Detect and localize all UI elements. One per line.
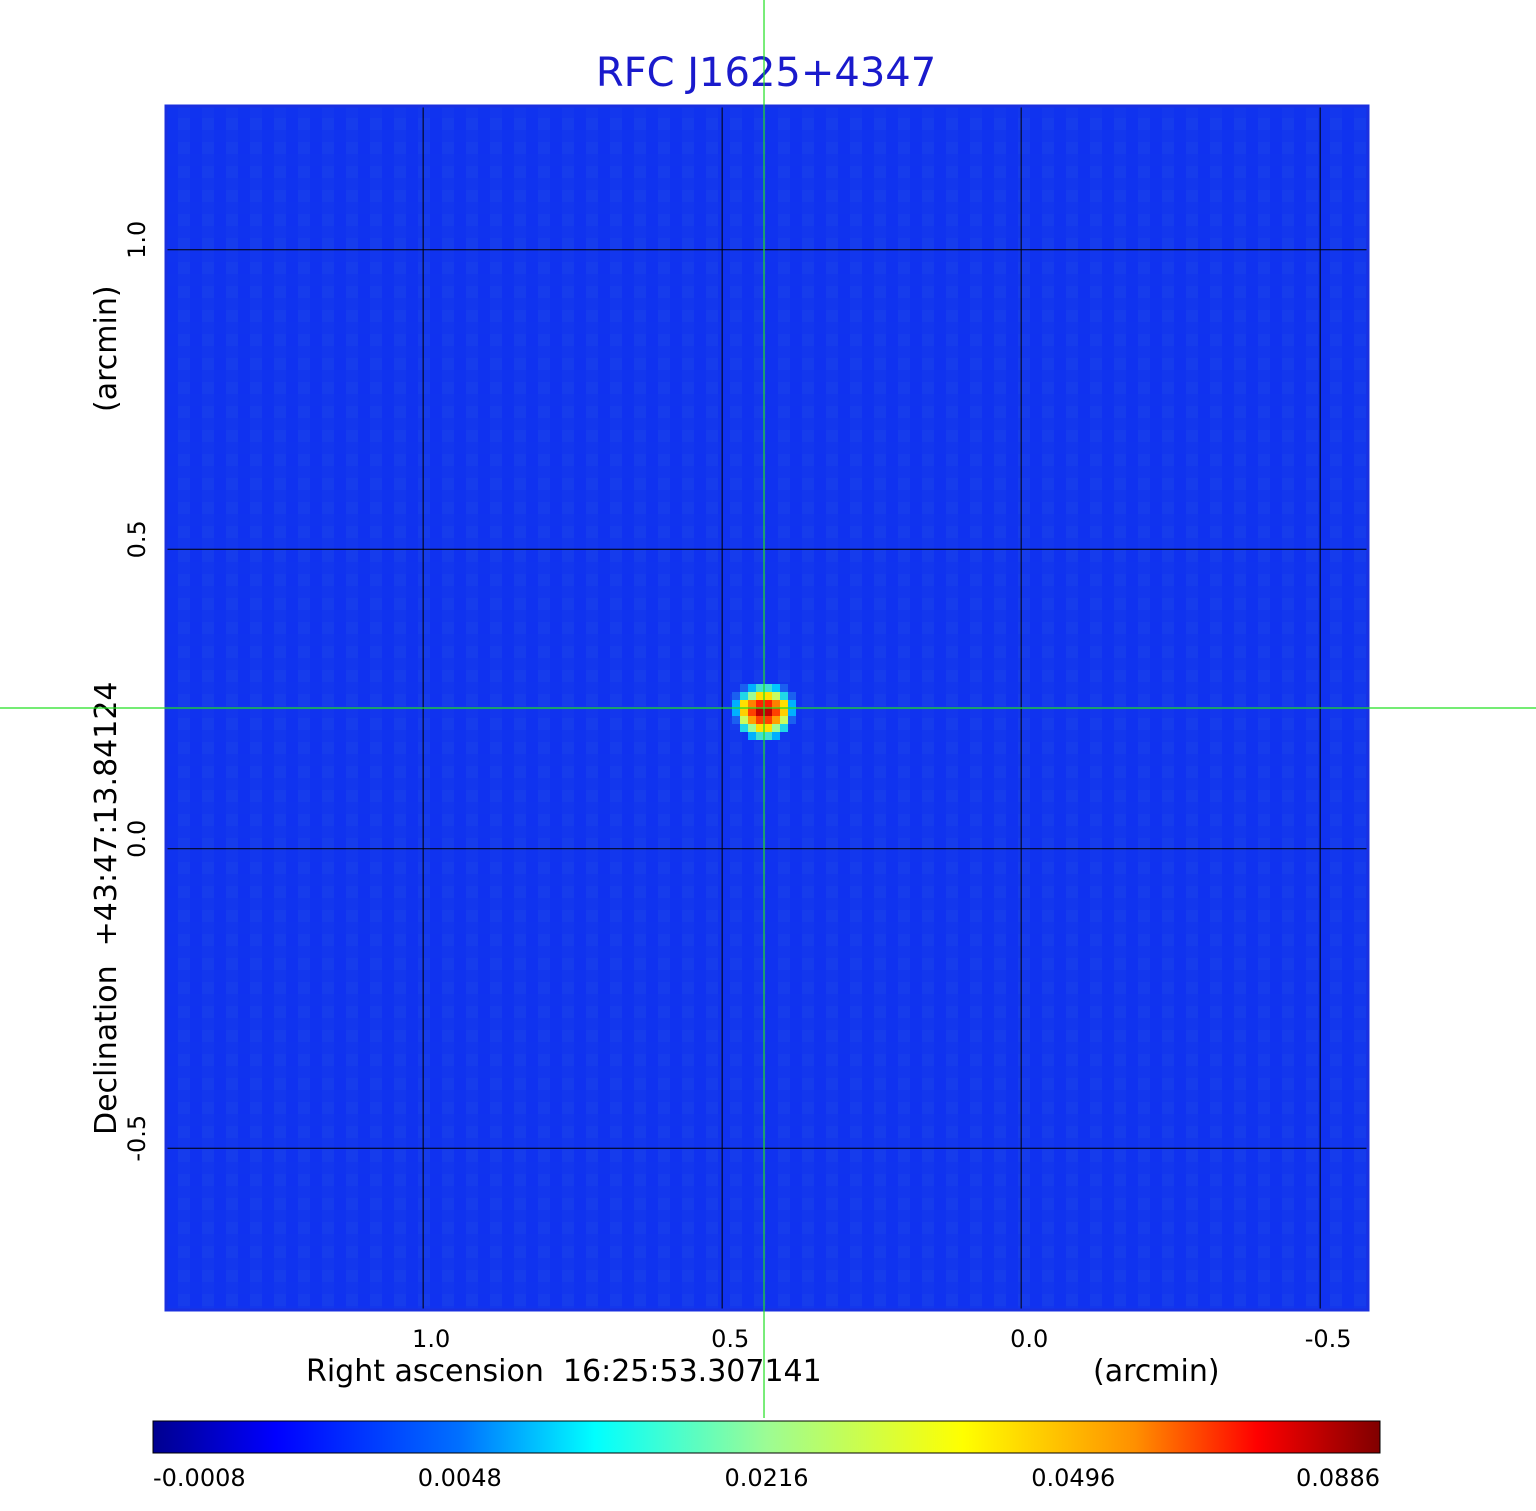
source-pixel-2: [756, 684, 765, 692]
source-pixel-38: [740, 724, 749, 732]
source-pixel-18: [764, 700, 773, 708]
source-pixel-32: [748, 716, 757, 724]
source-pixel-6: [732, 692, 741, 700]
source-pixel-35: [772, 716, 781, 724]
source-pixel-20: [780, 700, 789, 708]
source-pixel-3: [764, 684, 773, 692]
source-pixel-34: [764, 716, 773, 724]
chart-title: RFC J1625+4347: [596, 50, 936, 96]
source-pixel-0: [740, 684, 749, 692]
source-pixel-1: [748, 684, 757, 692]
y-tick-label-2: 0.0: [123, 820, 151, 858]
source-pixel-42: [772, 724, 781, 732]
source-pixel-29: [788, 708, 797, 716]
source-pixel-5: [780, 684, 789, 692]
source-pixel-33: [756, 716, 765, 724]
source-pixel-10: [764, 692, 773, 700]
source-pixel-40: [756, 724, 765, 732]
source-pixel-25: [756, 708, 765, 716]
y-axis-unit: (arcmin): [89, 285, 124, 412]
source-pixel-44: [748, 732, 757, 740]
source-pixel-46: [764, 732, 773, 740]
colorbar-tick-3: 0.0496: [1031, 1464, 1115, 1492]
source-pixel-39: [748, 724, 757, 732]
source-pixel-19: [772, 700, 781, 708]
y-tick-label-1: 0.5: [123, 520, 151, 558]
source-pixel-7: [740, 692, 749, 700]
source-pixel-31: [740, 716, 749, 724]
source-pixel-21: [788, 700, 797, 708]
source-pixel-43: [780, 724, 789, 732]
source-pixel-36: [780, 716, 789, 724]
colorbar-tick-2: 0.0216: [725, 1464, 809, 1492]
radio-source: [732, 684, 797, 740]
source-pixel-23: [740, 708, 749, 716]
x-tick-label-3: -0.5: [1305, 1325, 1352, 1353]
source-pixel-11: [772, 692, 781, 700]
crosshair: [0, 0, 1536, 1418]
y-tick-label-3: -0.5: [123, 1115, 151, 1162]
source-pixel-47: [772, 732, 781, 740]
y-tick-label-0: 1.0: [123, 221, 151, 259]
source-pixel-13: [788, 692, 797, 700]
colorbar-tick-1: 0.0048: [418, 1464, 502, 1492]
source-pixel-12: [780, 692, 789, 700]
source-pixel-45: [756, 732, 765, 740]
source-pixel-26: [764, 708, 773, 716]
source-pixel-8: [748, 692, 757, 700]
colorbar-tick-0: -0.0008: [153, 1464, 246, 1492]
source-pixel-22: [732, 708, 741, 716]
colorbar-tick-labels: -0.0008 0.0048 0.0216 0.0496 0.0886: [153, 1464, 1380, 1492]
x-tick-labels: 1.0 0.5 0.0 -0.5: [412, 1325, 1352, 1353]
source-pixel-17: [756, 700, 765, 708]
source-pixel-27: [772, 708, 781, 716]
x-tick-label-0: 1.0: [412, 1325, 450, 1353]
y-tick-labels: 1.0 0.5 0.0 -0.5: [123, 221, 151, 1162]
source-pixel-9: [756, 692, 765, 700]
x-axis-unit: (arcmin): [1093, 1354, 1220, 1389]
source-pixel-16: [748, 700, 757, 708]
source-pixel-15: [740, 700, 749, 708]
x-tick-label-1: 0.5: [711, 1325, 749, 1353]
source-pixel-14: [732, 700, 741, 708]
x-tick-label-2: 0.0: [1010, 1325, 1048, 1353]
x-axis-label: Right ascension 16:25:53.307141: [306, 1354, 822, 1389]
colorbar: [152, 1420, 1381, 1454]
y-axis-label: Declination +43:47:13.84124: [89, 681, 124, 1135]
source-pixel-41: [764, 724, 773, 732]
source-pixel-30: [732, 716, 741, 724]
source-pixel-37: [788, 716, 797, 724]
source-pixel-24: [748, 708, 757, 716]
source-pixel-28: [780, 708, 789, 716]
source-pixel-4: [772, 684, 781, 692]
colorbar-tick-4: 0.0886: [1296, 1464, 1380, 1492]
